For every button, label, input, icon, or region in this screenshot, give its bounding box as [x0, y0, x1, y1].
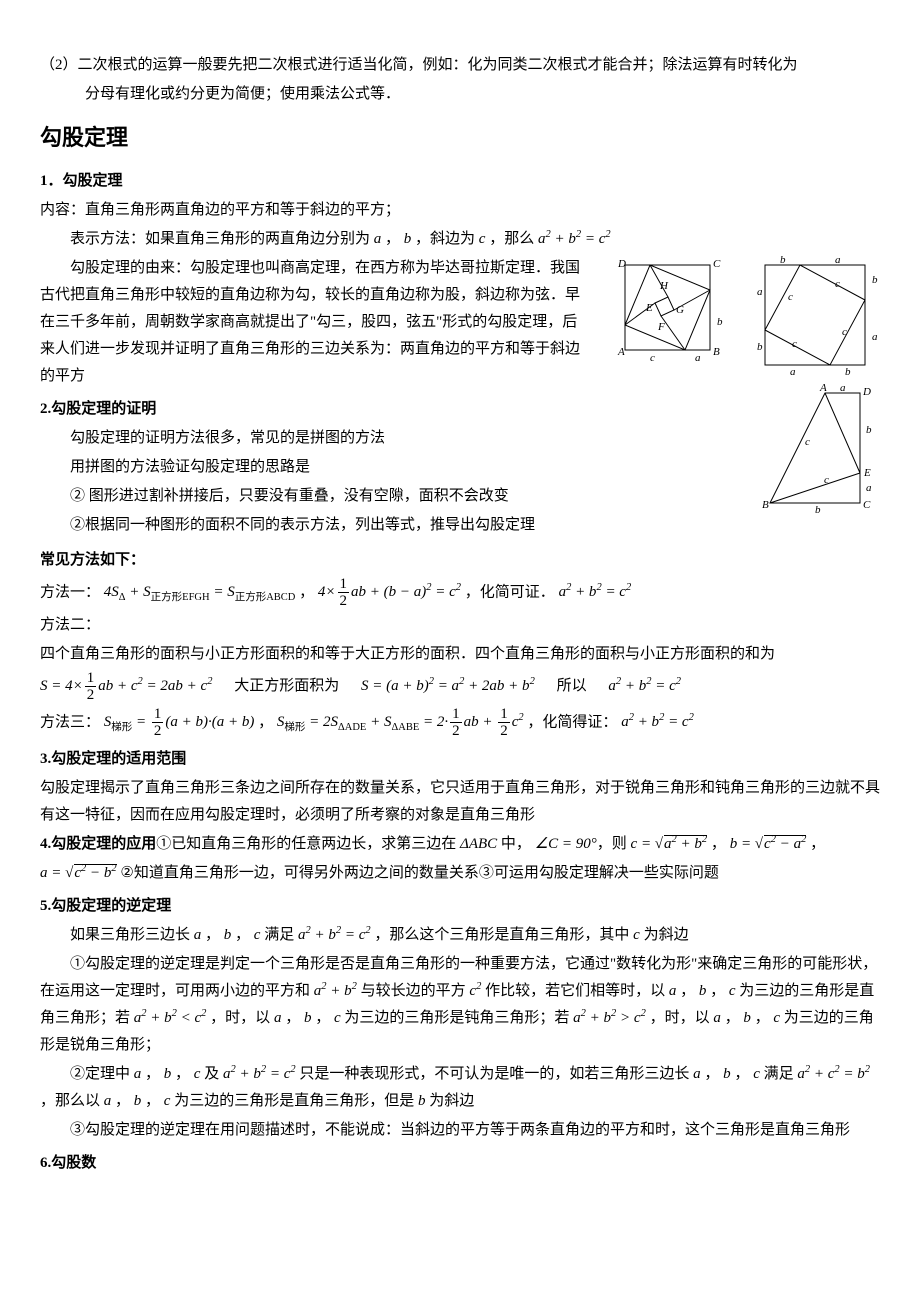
- svg-text:A: A: [617, 346, 625, 358]
- s3-p1: 勾股定理揭示了直角三角形三条边之间所存在的数量关系，它只适用于直角三角形，对于锐…: [40, 775, 880, 829]
- s5-p1: 如果三角形三边长 a ， b ， c 满足 a2 + b2 = c2 ，那么这个…: [40, 922, 880, 949]
- s2-p4: ②根据同一种图形的面积不同的表示方法，列出等式，推导出勾股定理: [40, 512, 880, 539]
- intro-line1: （2）二次根式的运算一般要先把二次根式进行适当化简，例如：化为同类二次根式才能合…: [40, 52, 880, 79]
- figure-1: A B C D EF GH a b c: [600, 255, 730, 375]
- svg-text:B: B: [713, 346, 720, 358]
- svg-text:B: B: [762, 499, 769, 511]
- svg-text:a: a: [790, 366, 796, 375]
- s5-p2: ①勾股定理的逆定理是判定一个三角形是否是直角三角形的一种重要方法，它通过"数转化…: [40, 951, 880, 1059]
- intro-line2: 分母有理化或约分更为简便；使用乘法公式等．: [40, 81, 880, 108]
- svg-text:A: A: [819, 383, 827, 394]
- figure-3: A D E C B a b a b c c: [750, 383, 880, 513]
- s3-title: 3.勾股定理的适用范围: [40, 746, 880, 773]
- svg-text:C: C: [863, 499, 871, 511]
- svg-text:F: F: [657, 321, 665, 333]
- svg-text:C: C: [713, 258, 721, 270]
- figure-2: b a b a b a b a c c c c: [750, 255, 880, 375]
- method-1: 方法一： 4SΔ + S正方形EFGH = S正方形ABCD ， 4×12ab …: [40, 576, 880, 610]
- svg-text:c: c: [650, 352, 655, 364]
- svg-text:a: a: [835, 255, 841, 266]
- svg-text:E: E: [863, 467, 871, 479]
- svg-text:c: c: [824, 474, 829, 486]
- svg-text:G: G: [676, 304, 684, 316]
- svg-text:c: c: [805, 436, 810, 448]
- methods-title: 常见方法如下：: [40, 547, 880, 574]
- svg-text:a: a: [840, 383, 846, 394]
- s5-title: 5.勾股定理的逆定理: [40, 893, 880, 920]
- svg-text:a: a: [695, 352, 701, 364]
- svg-text:a: a: [872, 331, 878, 343]
- svg-text:c: c: [835, 278, 840, 290]
- s1-title: 1．勾股定理: [40, 168, 880, 195]
- s1-p1: 内容：直角三角形两直角边的平方和等于斜边的平方；: [40, 197, 880, 224]
- svg-text:b: b: [815, 504, 821, 513]
- svg-text:b: b: [845, 366, 851, 375]
- s1-p2: 表示方法：如果直角三角形的两直角边分别为 a ， b ，斜边为 c ，那么 a2…: [40, 226, 880, 253]
- s4-line2: a = √c2 − b2 ②知道直角三角形一边，可得另外两边之间的数量关系③可运…: [40, 860, 880, 887]
- svg-text:b: b: [757, 341, 763, 353]
- svg-text:E: E: [645, 302, 653, 314]
- svg-text:b: b: [866, 424, 872, 436]
- svg-text:H: H: [659, 280, 669, 292]
- svg-text:c: c: [842, 326, 847, 338]
- svg-text:D: D: [862, 386, 871, 398]
- svg-text:c: c: [788, 291, 793, 303]
- method-2-p1: 四个直角三角形的面积与小正方形面积的和等于大正方形的面积．四个直角三角形的面积与…: [40, 641, 880, 668]
- svg-text:b: b: [717, 316, 723, 328]
- s5-p4: ③勾股定理的逆定理在用问题描述时，不能说成：当斜边的平方等于两条直角边的平方和时…: [40, 1117, 880, 1144]
- svg-text:b: b: [872, 274, 878, 286]
- svg-text:a: a: [866, 482, 872, 494]
- figures-container: AB CD EF GH ab c ba ba ba ba cc cc: [600, 255, 880, 513]
- s6-title: 6.勾股数: [40, 1150, 880, 1177]
- svg-text:a: a: [757, 286, 763, 298]
- method-2-eq: S = 4×12ab + c2 = 2ab + c2 大正方形面积为 S = (…: [40, 670, 880, 704]
- s4-line1: 4.勾股定理的应用①已知直角三角形的任意两边长，求第三边在 ΔABC 中， ∠C…: [40, 831, 880, 858]
- svg-text:c: c: [792, 338, 797, 350]
- method-2-label: 方法二：: [40, 612, 880, 639]
- method-3: 方法三： S梯形 = 12(a + b)·(a + b) ， S梯形 = 2SΔ…: [40, 706, 880, 740]
- svg-text:D: D: [617, 258, 626, 270]
- svg-text:b: b: [780, 255, 786, 266]
- main-title: 勾股定理: [40, 118, 880, 158]
- s5-p3: ②定理中 a ， b ， c 及 a2 + b2 = c2 只是一种表现形式，不…: [40, 1061, 880, 1115]
